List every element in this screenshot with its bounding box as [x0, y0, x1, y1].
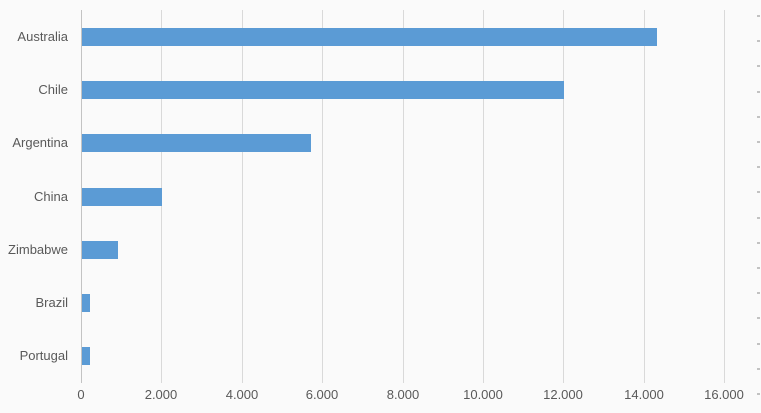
gridline	[322, 10, 323, 383]
edge-tick-mark	[757, 40, 760, 42]
x-axis-tick-label: 16.000	[704, 387, 744, 402]
edge-tick-mark	[757, 368, 760, 370]
edge-tick-mark	[757, 267, 760, 269]
gridline	[644, 10, 645, 383]
bar-australia	[82, 28, 657, 46]
edge-tick-mark	[757, 191, 760, 193]
gridline	[242, 10, 243, 383]
bar-portugal	[82, 347, 90, 365]
gridline	[724, 10, 725, 383]
gridline	[403, 10, 404, 383]
edge-tick-mark	[757, 292, 760, 294]
edge-tick-mark	[757, 91, 760, 93]
edge-tick-mark	[757, 166, 760, 168]
x-axis-tick-label: 6.000	[305, 387, 339, 402]
bar-brazil	[82, 294, 90, 312]
x-axis-tick-label: 0	[77, 387, 85, 402]
edge-tick-mark	[757, 343, 760, 345]
edge-tick-mark	[757, 116, 760, 118]
x-axis-tick-label: 12.000	[543, 387, 583, 402]
edge-tick-mark	[757, 217, 760, 219]
category-label: Brazil	[35, 295, 68, 310]
bar-chile	[82, 81, 564, 99]
edge-tick-mark	[757, 317, 760, 319]
category-label: Portugal	[19, 348, 68, 363]
gridline	[483, 10, 484, 383]
x-axis-tick-label: 14.000	[624, 387, 664, 402]
gridline	[563, 10, 564, 383]
x-axis-tick-label: 10.000	[463, 387, 503, 402]
edge-tick-mark	[757, 15, 760, 17]
edge-tick-mark	[757, 242, 760, 244]
category-label: China	[34, 189, 68, 204]
category-label: Australia	[17, 29, 68, 44]
x-axis-tick-label: 2.000	[144, 387, 178, 402]
bar-zimbabwe	[82, 241, 118, 259]
x-axis-tick-label: 8.000	[386, 387, 420, 402]
x-axis-tick-label: 4.000	[225, 387, 259, 402]
category-label: Argentina	[12, 135, 68, 150]
bar-argentina	[82, 134, 311, 152]
edge-tick-mark	[757, 141, 760, 143]
category-label: Zimbabwe	[8, 242, 68, 257]
bar-china	[82, 188, 162, 206]
category-axis-line	[81, 10, 82, 383]
edge-tick-mark	[757, 65, 760, 67]
category-label: Chile	[38, 82, 68, 97]
edge-tick-mark	[757, 393, 760, 395]
